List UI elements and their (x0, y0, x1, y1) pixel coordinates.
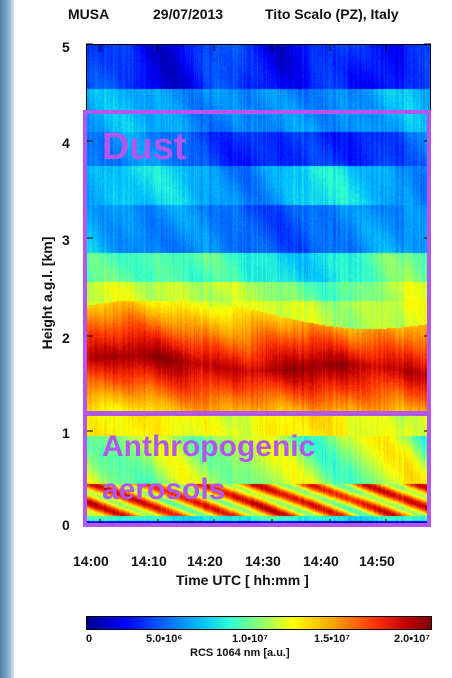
y-tick-label: 3 (62, 232, 70, 248)
heatmap-canvas (87, 45, 430, 525)
x-tick-label: 14:20 (187, 553, 223, 569)
y-tick-label: 5 (62, 39, 70, 55)
y-axis-title: Height a.g.l. [km] (39, 236, 55, 350)
y-tick-label: 4 (62, 135, 70, 151)
title-site: Tito Scalo (PZ), Italy (265, 6, 399, 22)
dust-label: Dust (102, 126, 187, 168)
anthropogenic-box (83, 411, 431, 527)
aerosols-label: aerosols (102, 473, 226, 506)
x-tick-label: 14:30 (245, 553, 281, 569)
colorbar-tick-label: 1.0•10⁷ (232, 633, 268, 645)
colorbar-tick-label: 5.0•10⁶ (146, 633, 183, 645)
colorbar-tick-label: 0 (86, 633, 93, 645)
title-date: 29/07/2013 (153, 6, 224, 22)
chart-title: MUSA 29/07/2013 Tito Scalo (PZ), Italy (60, 6, 440, 28)
title-instrument: MUSA (68, 6, 110, 22)
x-axis-title: Time UTC [ hh:mm ] (176, 572, 309, 588)
x-tick-label: 14:00 (73, 553, 109, 569)
x-tick-label: 14:40 (303, 553, 339, 569)
colorbar-title: RCS 1064 nm [a.u.] (190, 647, 290, 659)
colorbar-tick-label: 1.5•10⁷ (314, 633, 350, 645)
colorbar (86, 616, 432, 630)
heatmap-plot (86, 44, 431, 526)
anthropogenic-label: Anthropogenic (102, 430, 316, 463)
y-tick-label: 2 (62, 330, 70, 346)
x-tick-label: 14:10 (131, 553, 167, 569)
y-tick-label: 0 (62, 517, 70, 533)
y-tick-label: 1 (62, 425, 70, 441)
x-tick-label: 14:50 (359, 553, 395, 569)
slide-left-edge (0, 0, 14, 678)
colorbar-tick-label: 2.0•10⁷ (394, 633, 430, 645)
